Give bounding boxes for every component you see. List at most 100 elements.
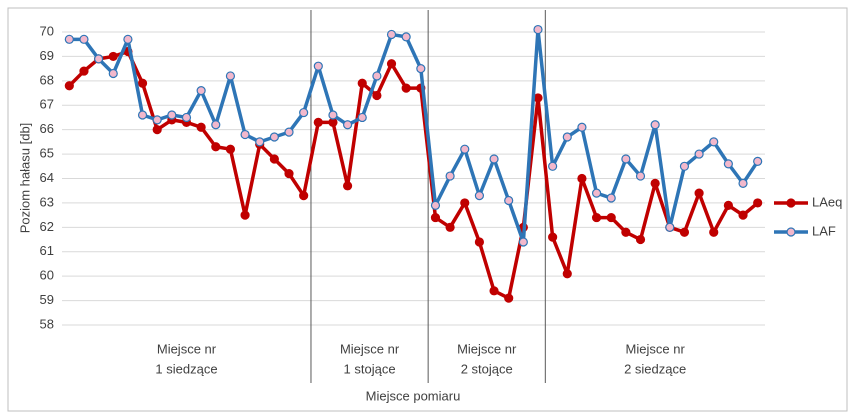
data-point bbox=[211, 142, 221, 152]
category-group-label: 2 stojące bbox=[461, 361, 513, 376]
data-point bbox=[137, 110, 148, 120]
data-point bbox=[474, 237, 485, 247]
data-point bbox=[577, 173, 587, 184]
data-point bbox=[694, 188, 704, 198]
data-point bbox=[225, 144, 236, 154]
data-point bbox=[665, 222, 675, 232]
data-point bbox=[709, 227, 719, 237]
data-point bbox=[64, 81, 74, 91]
data-point bbox=[386, 59, 397, 69]
plot-area bbox=[64, 24, 763, 303]
data-point bbox=[357, 78, 367, 88]
y-tick-label: 68 bbox=[40, 72, 54, 87]
data-point bbox=[284, 169, 294, 179]
data-point bbox=[562, 269, 572, 279]
data-point bbox=[299, 190, 309, 201]
data-point bbox=[635, 234, 646, 245]
legend-label: LAF bbox=[812, 223, 836, 238]
category-group-label: 1 stojące bbox=[344, 361, 396, 376]
data-point bbox=[79, 66, 89, 76]
data-point bbox=[591, 212, 602, 223]
data-point bbox=[181, 112, 192, 123]
data-point bbox=[723, 200, 733, 210]
data-point bbox=[430, 212, 441, 223]
y-tick-label: 63 bbox=[40, 194, 54, 209]
data-point bbox=[635, 171, 646, 181]
data-point bbox=[225, 71, 236, 81]
data-point bbox=[196, 85, 206, 96]
y-tick-label: 70 bbox=[40, 23, 54, 38]
data-point bbox=[255, 137, 265, 147]
data-point bbox=[504, 293, 514, 303]
data-point bbox=[137, 78, 148, 88]
data-point bbox=[504, 195, 514, 206]
data-point bbox=[533, 24, 543, 35]
data-point bbox=[372, 71, 382, 81]
y-tick-label: 60 bbox=[40, 268, 54, 283]
data-point bbox=[694, 149, 704, 159]
x-axis-title: Miejsce pomiaru bbox=[366, 388, 461, 403]
data-point bbox=[489, 154, 499, 164]
data-point bbox=[577, 122, 587, 132]
data-point bbox=[240, 129, 250, 140]
data-point bbox=[79, 34, 89, 44]
data-point bbox=[401, 83, 411, 93]
category-group-label: Miejsce nr bbox=[457, 341, 517, 356]
data-point bbox=[328, 110, 338, 120]
data-point bbox=[269, 132, 279, 142]
data-point bbox=[416, 64, 426, 74]
y-tick-label: 59 bbox=[40, 292, 54, 307]
data-point bbox=[108, 51, 118, 62]
data-point bbox=[240, 210, 250, 220]
data-point bbox=[372, 90, 382, 101]
data-point bbox=[284, 127, 294, 137]
data-point bbox=[196, 122, 206, 132]
data-point bbox=[679, 161, 690, 171]
data-point bbox=[753, 198, 763, 208]
y-tick-label: 65 bbox=[40, 146, 54, 161]
data-point bbox=[621, 154, 631, 164]
data-point bbox=[606, 212, 616, 223]
data-point bbox=[123, 34, 133, 44]
data-point bbox=[269, 154, 279, 164]
data-point bbox=[650, 178, 660, 188]
data-point bbox=[445, 222, 455, 232]
data-point bbox=[518, 237, 528, 247]
data-point bbox=[460, 198, 470, 208]
category-group-label: Miejsce nr bbox=[626, 341, 686, 356]
data-point bbox=[445, 171, 455, 181]
chart-border bbox=[7, 7, 848, 412]
data-point bbox=[489, 286, 499, 296]
data-point bbox=[108, 68, 118, 79]
legend-label: LAeq bbox=[812, 194, 842, 209]
y-tick-label: 69 bbox=[40, 48, 54, 63]
data-point bbox=[474, 190, 485, 201]
data-point bbox=[342, 120, 353, 130]
data-point bbox=[591, 188, 602, 198]
data-point bbox=[679, 227, 690, 237]
data-point bbox=[430, 200, 441, 210]
data-point bbox=[738, 210, 748, 220]
legend-marker bbox=[786, 198, 796, 208]
data-point bbox=[94, 54, 104, 64]
data-point bbox=[650, 120, 660, 130]
data-point bbox=[299, 107, 309, 118]
data-point bbox=[709, 137, 719, 147]
y-tick-label: 67 bbox=[40, 97, 54, 112]
data-point bbox=[152, 125, 162, 135]
data-point bbox=[357, 112, 367, 123]
y-axis-title: Poziom hałasu [db] bbox=[17, 123, 32, 234]
y-tick-label: 62 bbox=[40, 219, 54, 234]
data-point bbox=[64, 34, 74, 44]
data-point bbox=[342, 181, 353, 191]
category-group-label: 1 siedzące bbox=[155, 361, 217, 376]
data-point bbox=[386, 29, 397, 40]
data-point bbox=[548, 161, 558, 171]
data-point bbox=[621, 227, 631, 237]
data-point bbox=[562, 132, 572, 142]
data-point bbox=[401, 32, 411, 42]
y-tick-label: 61 bbox=[40, 243, 54, 258]
data-point bbox=[211, 120, 221, 130]
